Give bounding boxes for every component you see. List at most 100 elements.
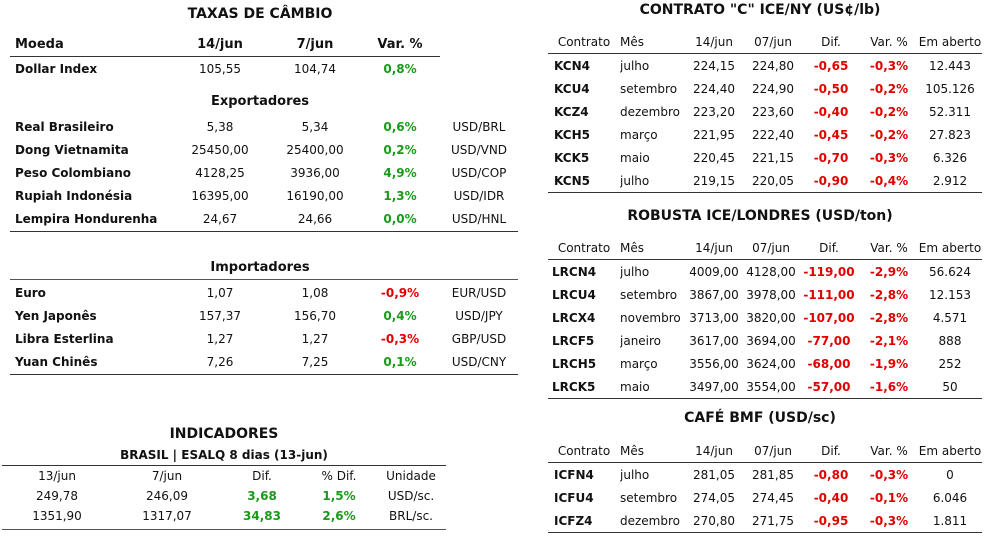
diff-cell: -0,40 — [813, 104, 849, 119]
diff-cell: -0,45 — [813, 127, 849, 142]
month-cell: janeiro — [620, 333, 662, 348]
value-cell: 1351,90 — [32, 509, 82, 523]
table-row: LRCN4 julho 4009,00 4128,00 -119,00 -2,9… — [548, 260, 982, 284]
table-row: ICFZ4 dezembro 270,80 271,75 -0,95 -0,3%… — [548, 509, 982, 533]
value-cell: 7,26 — [206, 354, 234, 369]
bmf-col-month: Mês — [620, 443, 644, 458]
month-cell: julho — [620, 173, 650, 188]
value-cell: 223,20 — [693, 104, 735, 119]
month-cell: maio — [620, 379, 650, 394]
bmf-table: Contrato Mês 14/jun 07/jun Dif. Var. % E… — [548, 439, 982, 533]
indicators-subtitle: BRASIL | ESALQ 8 dias (13-jun) — [120, 448, 328, 462]
ny-table: Contrato Mês 14/jun 07/jun Dif. Var. % E… — [548, 30, 982, 193]
diff-cell: 3,68 — [247, 489, 277, 503]
value-cell: 281,05 — [693, 467, 735, 482]
fx-col-date2: 7/jun — [296, 37, 334, 52]
value-cell: 16395,00 — [191, 188, 249, 203]
contract-cell: KCH5 — [554, 127, 590, 142]
ny-col-month: Mês — [620, 34, 644, 49]
london-col-var: Var. % — [870, 240, 908, 255]
bmf-col-open: Em aberto — [918, 443, 982, 458]
pair-cell: USD/IDR — [453, 188, 505, 203]
indicators-table: 13/jun 7/jun Dif. % Dif. Unidade 249,78 … — [2, 466, 446, 526]
contract-cell: LRCH5 — [552, 356, 597, 371]
table-row: Real Brasileiro 5,38 5,34 0,6% USD/BRL — [10, 115, 518, 138]
indicators-title: INDICADORES — [169, 426, 279, 442]
diff-cell: -0,40 — [813, 490, 849, 505]
var-cell: 0,1% — [383, 354, 417, 369]
pair-cell: EUR/USD — [451, 285, 507, 300]
table-row: LRCX4 novembro 3713,00 3820,00 -107,00 -… — [548, 306, 982, 329]
exporters-table: Real Brasileiro 5,38 5,34 0,6% USD/BRL D… — [10, 115, 518, 230]
open-cell: 1.811 — [932, 513, 968, 528]
table-row: Lempira Hondurenha 24,67 24,66 0,0% USD/… — [10, 207, 518, 230]
value-cell: 1,27 — [301, 331, 329, 346]
value-cell: 3554,00 — [746, 379, 796, 394]
pair-cell: USD/COP — [451, 165, 507, 180]
value-cell: 3624,00 — [746, 356, 796, 371]
diff-cell: -107,00 — [803, 310, 855, 325]
month-cell: setembro — [620, 490, 678, 505]
ny-title: CONTRATO "C" ICE/NY (US¢/lb) — [639, 2, 881, 18]
diff-cell: -119,00 — [803, 264, 855, 279]
value-cell: 1,08 — [301, 285, 329, 300]
table-row: KCK5 maio 220,45 221,15 -0,70 -0,3% 6.32… — [548, 146, 982, 169]
open-cell: 50 — [942, 379, 958, 394]
table-row: 249,78 246,09 3,68 1,5% USD/sc. — [2, 486, 446, 506]
pair-cell: USD/BRL — [452, 119, 506, 134]
open-cell: 56.624 — [929, 264, 971, 279]
currency-name: Euro — [15, 285, 46, 300]
ny-col-diff: Dif. — [821, 34, 841, 49]
var-cell: -0,3% — [869, 150, 909, 165]
pct-cell: 2,6% — [322, 509, 356, 523]
fx-col-date1: 14/jun — [197, 37, 243, 52]
fx-header-rule — [10, 56, 440, 57]
value-cell: 156,70 — [294, 308, 336, 323]
month-cell: março — [620, 127, 658, 142]
contract-cell: LRCX4 — [552, 310, 596, 325]
value-cell: 224,80 — [752, 58, 794, 73]
value-cell: 274,05 — [693, 490, 735, 505]
indicators-subtitle-rule — [2, 465, 446, 466]
indicators-col-unit: Unidade — [386, 469, 436, 483]
currency-name: Real Brasileiro — [15, 119, 114, 134]
bmf-title: CAFÉ BMF (USD/sc) — [684, 410, 836, 426]
open-cell: 6.326 — [932, 150, 968, 165]
exporters-title: Exportadores — [210, 94, 310, 109]
importers-top-rule — [10, 279, 518, 280]
value-cell: 3694,00 — [746, 333, 796, 348]
dollar-index-table: Dollar Index 105,55 104,74 0,8% — [10, 57, 440, 80]
pct-cell: 1,5% — [322, 489, 356, 503]
table-row: Libra Esterlina 1,27 1,27 -0,3% GBP/USD — [10, 327, 518, 350]
value-cell: 3936,00 — [290, 165, 340, 180]
contract-cell: KCZ4 — [554, 104, 589, 119]
value-cell: 271,75 — [752, 513, 794, 528]
table-row: Yuan Chinês 7,26 7,25 0,1% USD/CNY — [10, 350, 518, 373]
value-cell: 224,90 — [752, 81, 794, 96]
diff-cell: -0,65 — [813, 58, 849, 73]
diff-cell: -68,00 — [807, 356, 851, 371]
pair-cell: USD/HNL — [451, 211, 507, 226]
contract-cell: KCU4 — [554, 81, 590, 96]
open-cell: 252 — [938, 356, 962, 371]
value-cell: 1,07 — [206, 285, 234, 300]
diff-cell: -77,00 — [807, 333, 851, 348]
contract-cell: LRCN4 — [552, 264, 597, 279]
unit-cell: BRL/sc. — [389, 509, 433, 523]
pair-cell: GBP/USD — [451, 331, 507, 346]
value-cell: 4128,00 — [746, 264, 796, 279]
currency-name: Peso Colombiano — [15, 165, 131, 180]
table-row: KCU4 setembro 224,40 224,90 -0,50 -0,2% … — [548, 77, 982, 100]
london-col-date2: 07/jun — [752, 240, 790, 255]
fx-title: TAXAS DE CÂMBIO — [187, 6, 333, 22]
open-cell: 27.823 — [929, 127, 971, 142]
ny-col-contract: Contrato — [557, 34, 611, 49]
open-cell: 2.912 — [932, 173, 968, 188]
var-cell: -0,1% — [869, 490, 909, 505]
london-table: Contrato Mês 14/jun 07/jun Dif. Var. % E… — [548, 236, 982, 399]
value-cell: 5,34 — [301, 119, 329, 134]
table-row: LRCF5 janeiro 3617,00 3694,00 -77,00 -2,… — [548, 329, 982, 352]
table-row: Dong Vietnamita 25450,00 25400,00 0,2% U… — [10, 138, 518, 161]
open-cell: 12.153 — [929, 287, 971, 302]
indicators-col-date2: 7/jun — [151, 469, 183, 483]
